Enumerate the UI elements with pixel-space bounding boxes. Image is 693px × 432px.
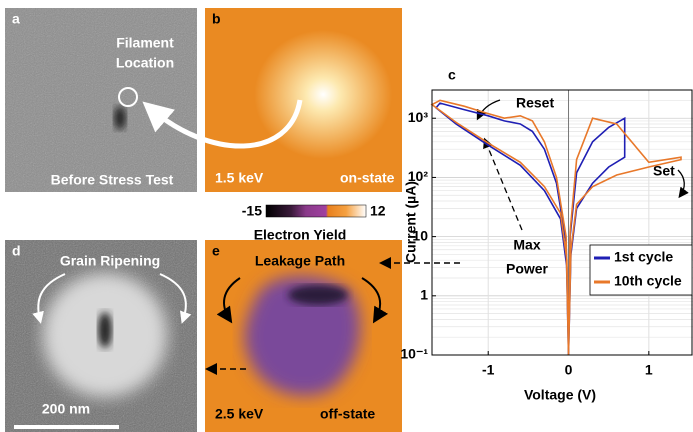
chart: c Voltage (V) Current (µA) Reset Set Max…: [400, 67, 693, 403]
arrow: [216, 277, 241, 324]
energy: 1.5 keV: [215, 170, 264, 186]
x-tick-label: -1: [482, 362, 495, 378]
series-line: [434, 102, 626, 356]
y-tick-label: 10³: [408, 109, 429, 125]
arrow: [32, 273, 66, 324]
colorbar-label: Electron Yield: [254, 227, 347, 243]
annotation-arrow: [677, 169, 689, 199]
scale-label: 200 nm: [42, 401, 90, 417]
arrow: [361, 277, 389, 324]
map-image: [205, 8, 402, 192]
panel-b: b 1.5 keV on-state: [142, 8, 402, 192]
panel-letter: a: [12, 11, 20, 27]
panel-e: e Leakage Path 2.5 keV off-state: [205, 240, 402, 432]
annotation: Power: [506, 261, 549, 277]
y-tick-label: 10⁻¹: [400, 346, 428, 362]
label: Location: [116, 55, 174, 71]
x-tick-label: 1: [645, 362, 653, 378]
colorbar-min: -15: [242, 203, 262, 219]
sem-image: [5, 8, 197, 192]
panel-letter: c: [448, 67, 456, 83]
annotation: Max: [513, 237, 540, 253]
panel-letter: d: [12, 243, 21, 259]
annotation: Set: [653, 163, 675, 179]
title: Grain Ripening: [60, 253, 160, 269]
y-tick-label: 10: [412, 227, 428, 243]
label: Filament: [116, 35, 174, 51]
panel-d: d Grain Ripening 200 nm: [5, 240, 197, 432]
plot-frame: [431, 89, 693, 356]
panel-letter: b: [212, 11, 221, 27]
annotation-arrow: [483, 137, 523, 231]
x-tick-label: 0: [565, 362, 573, 378]
panel-letter: e: [212, 243, 220, 259]
colorbar-max: 12: [370, 203, 386, 219]
x-axis-label: Voltage (V): [524, 387, 596, 403]
filament-spot: [98, 312, 112, 348]
colorbar: -15 12 Electron Yield: [242, 203, 386, 243]
legend-label: 1st cycle: [614, 249, 673, 265]
title: Leakage Path: [255, 253, 345, 269]
filament-spot: [114, 106, 126, 130]
legend-label: 10th cycle: [614, 273, 682, 289]
panel-a: a Filament Location Before Stress Test: [5, 8, 197, 192]
leakage-region: [244, 276, 361, 396]
series-line: [430, 99, 682, 356]
y-axis-label: Current (µA): [403, 181, 419, 263]
leakage-path: [288, 285, 348, 305]
y-tick-label: 10²: [408, 168, 429, 184]
arrow: [142, 99, 303, 149]
state: off-state: [320, 406, 375, 422]
scale-bar: [14, 425, 119, 429]
annotation-arrow: [476, 99, 501, 121]
annotation: Reset: [516, 95, 554, 111]
colorbar-bar: [265, 204, 367, 218]
legend-box: [589, 244, 693, 296]
filament-circle: [118, 87, 138, 107]
y-tick-label: 1: [420, 287, 428, 303]
arrow: [159, 273, 192, 324]
energy: 2.5 keV: [215, 406, 264, 422]
state: on-state: [340, 170, 395, 186]
caption: Before Stress Test: [51, 172, 174, 188]
